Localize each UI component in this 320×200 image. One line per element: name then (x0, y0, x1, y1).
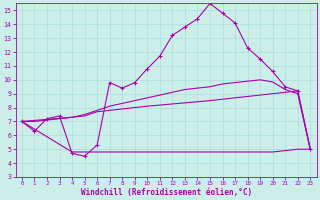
X-axis label: Windchill (Refroidissement éolien,°C): Windchill (Refroidissement éolien,°C) (81, 188, 252, 197)
